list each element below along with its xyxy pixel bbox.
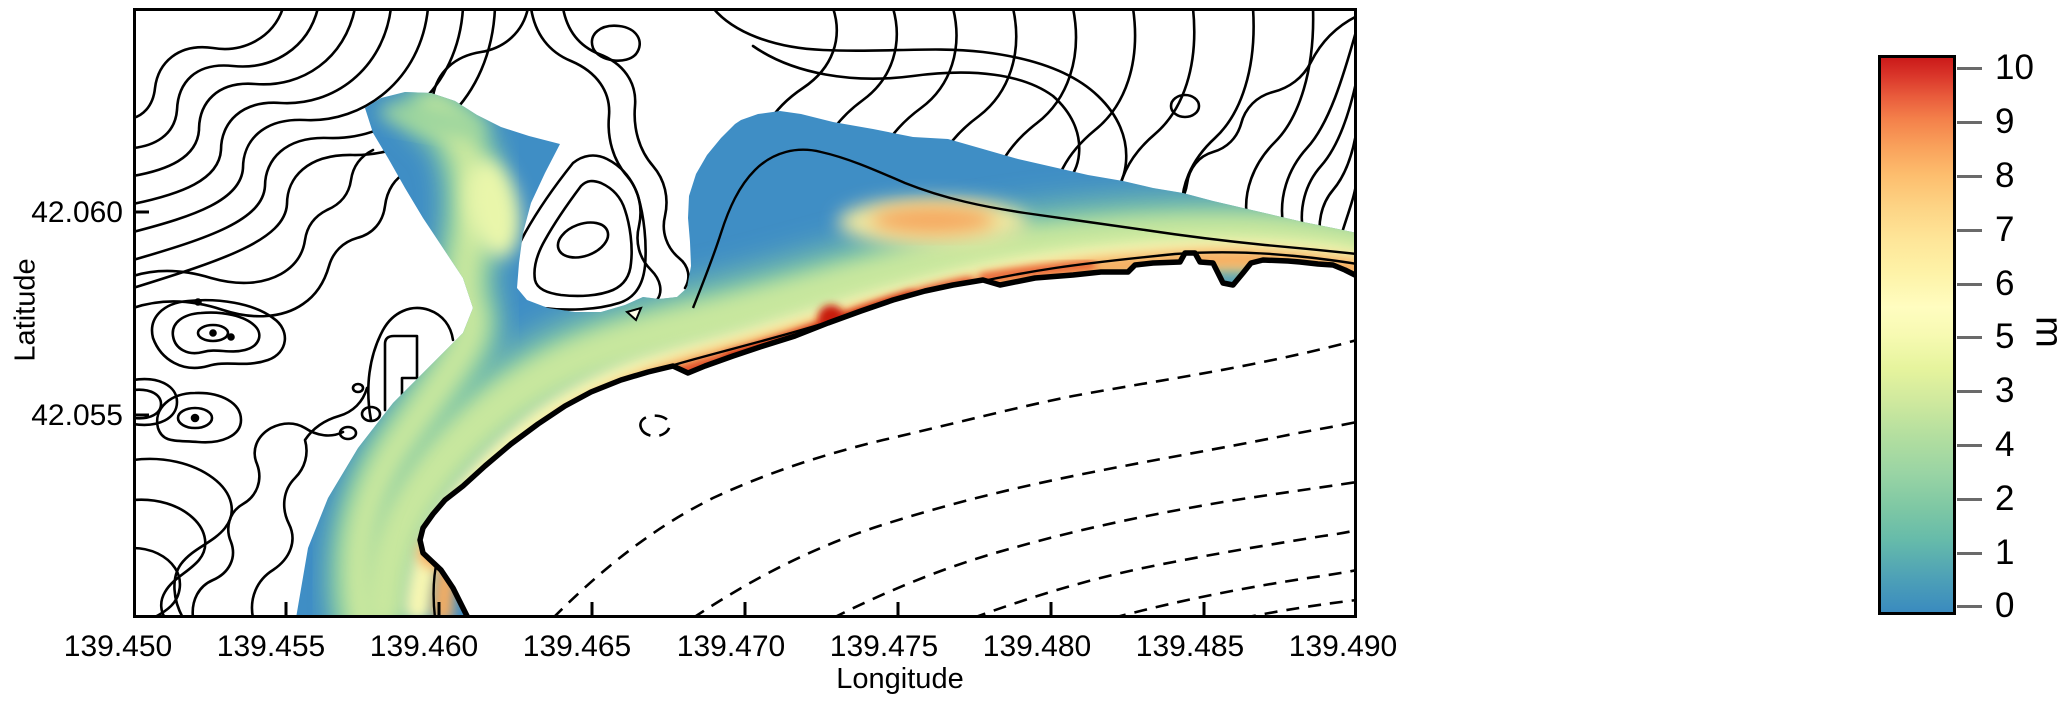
colorbar-tick — [1957, 552, 1982, 555]
colorbar-tick — [1957, 67, 1982, 70]
tiny-islet-contour — [624, 306, 643, 322]
x-tick-label: 139.455 — [216, 630, 326, 663]
colorbar-tick-label: 10 — [1995, 48, 2034, 87]
coastline — [417, 250, 1357, 618]
colorbar-tick — [1957, 229, 1982, 232]
y-tick-label: 42.055 — [31, 399, 123, 432]
colorbar-tick-label: 9 — [1995, 102, 2015, 141]
colorbar-tick — [1957, 121, 1982, 124]
colorbar-unit-label: m — [2027, 316, 2067, 348]
colorbar-tick-label: 0 — [1995, 586, 2015, 625]
x-tick-label: 139.485 — [1135, 630, 1245, 663]
colorbar-tick-label: 6 — [1995, 264, 2015, 303]
x-tick-label: 139.460 — [369, 630, 479, 663]
colorbar-tick — [1957, 498, 1982, 501]
colorbar-tick-label: 7 — [1995, 210, 2015, 249]
colorbar-tick-label: 3 — [1995, 371, 2015, 410]
colorbar-tick-label: 1 — [1995, 533, 2015, 572]
x-tick-label: 139.450 — [63, 630, 173, 663]
y-axis-title: Latitude — [9, 258, 42, 362]
colorbar-tick-label: 5 — [1995, 317, 2015, 356]
x-tick-label: 139.465 — [522, 630, 632, 663]
colorbar-tick — [1957, 336, 1982, 339]
colorbar-tick — [1957, 444, 1982, 447]
map-plot — [133, 8, 1357, 618]
x-tick-label: 139.490 — [1288, 630, 1398, 663]
colorbar-tick — [1957, 605, 1982, 608]
colorbar-tick-label: 2 — [1995, 479, 2015, 518]
y-tick-label: 42.060 — [31, 196, 123, 229]
colorbar-tick-label: 8 — [1995, 156, 2015, 195]
x-tick-label: 139.470 — [676, 630, 786, 663]
colorbar-tick — [1957, 175, 1982, 178]
colorbar-tick — [1957, 390, 1982, 393]
sea-area — [420, 253, 1357, 618]
colorbar-tick-label: 4 — [1995, 425, 2015, 464]
x-tick-label: 139.475 — [829, 630, 939, 663]
colorbar — [1878, 55, 1956, 615]
x-tick-label: 139.480 — [982, 630, 1092, 663]
x-axis-title: Longitude — [836, 663, 964, 695]
colorbar-tick — [1957, 283, 1982, 286]
